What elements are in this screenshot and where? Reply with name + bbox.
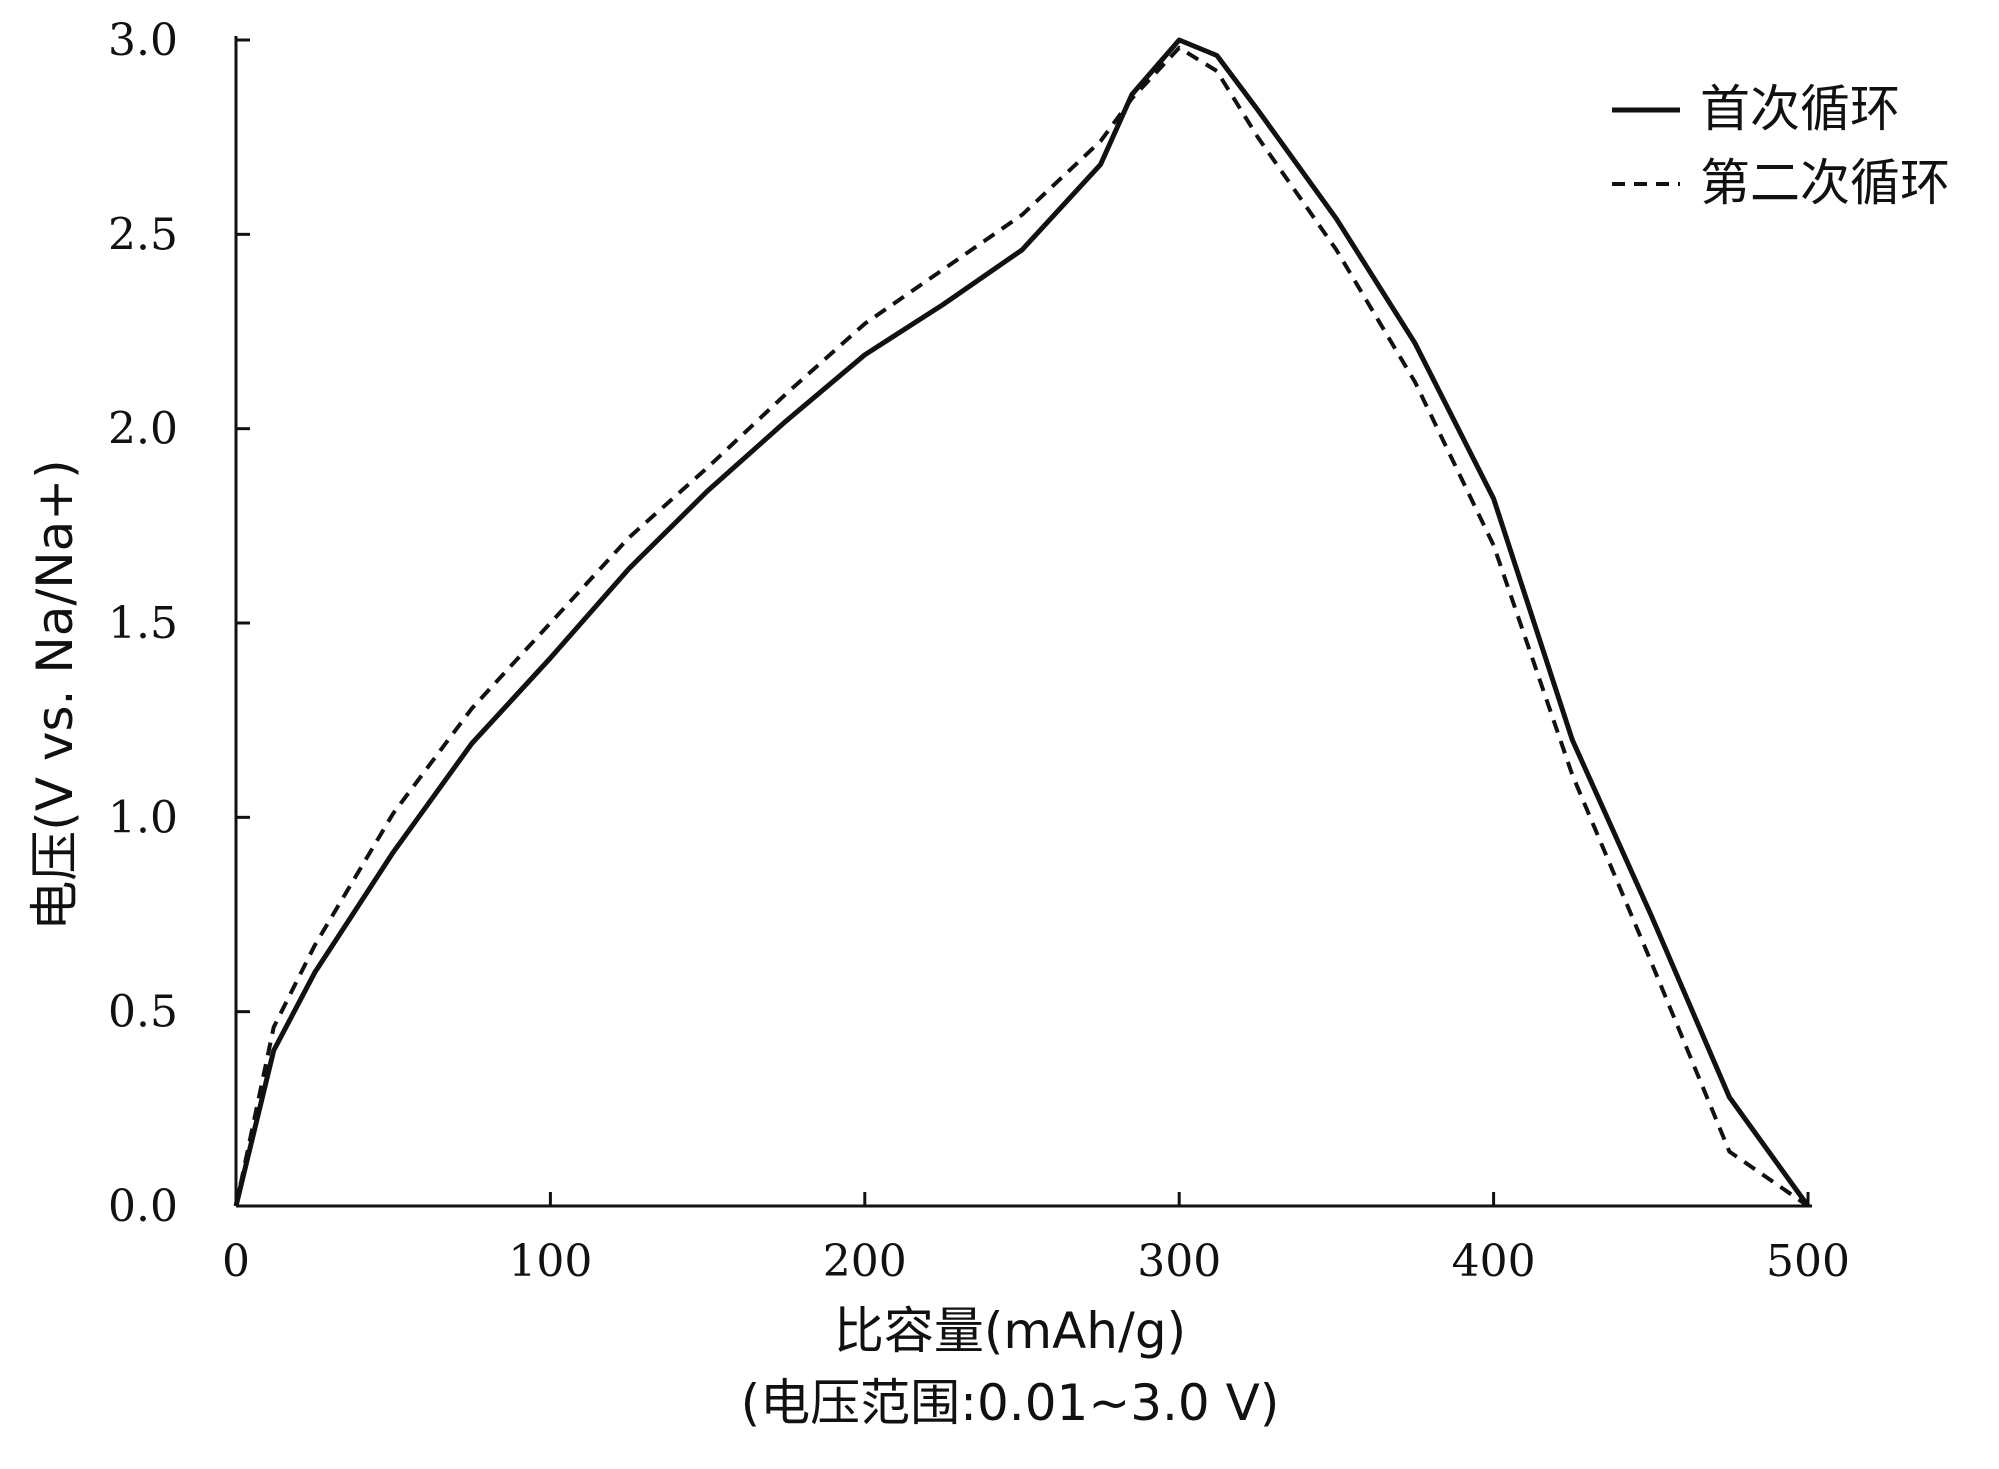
series-lines [233,37,1811,1208]
y-tick-label: 1.5 [108,598,178,649]
x-tick-label: 500 [1766,1236,1850,1287]
x-tick-label: 0 [222,1236,250,1287]
y-tick-label: 0.0 [108,1181,178,1232]
x-ticks: 0 100 200 300 400 500 [222,1192,1850,1287]
y-tick-label: 2.5 [108,209,178,260]
x-tick-label: 200 [823,1236,907,1287]
y-tick-label: 2.0 [108,404,178,455]
x-tick-label: 300 [1137,1236,1221,1287]
legend-label-first-cycle: 首次循环 [1700,80,1900,138]
x-tick-label: 100 [508,1236,592,1287]
y-tick-label: 0.5 [108,987,178,1038]
x-axis-note: (电压范围:0.01~3.0 V) [741,1374,1280,1432]
x-axis-label: 比容量(mAh/g) [834,1302,1186,1360]
legend: 首次循环 第二次循环 [1612,80,1950,212]
y-axis-label: 电压(V vs. Na/Na+) [26,459,84,930]
y-ticks: 0.0 0.5 1.0 1.5 2.0 2.5 3.0 [108,15,250,1232]
legend-label-second-cycle: 第二次循环 [1700,154,1950,212]
series-line-second-cycle [234,45,1810,1208]
series-line-first-cycle [233,37,1811,1208]
y-tick-label: 1.0 [108,792,178,843]
x-tick-label: 400 [1452,1236,1536,1287]
y-tick-label: 3.0 [108,15,178,66]
